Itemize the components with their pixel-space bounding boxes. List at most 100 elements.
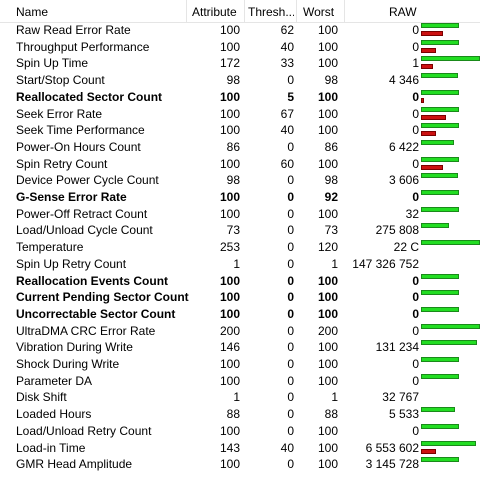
worst-value: 73 (324, 223, 338, 238)
threshold-value: 0 (287, 240, 294, 255)
attribute-name: Shock During Write (16, 357, 120, 371)
column-divider[interactable] (244, 0, 245, 22)
column-header-threshold[interactable]: Thresh... (248, 5, 294, 19)
attribute-name: Start/Stop Count (16, 73, 105, 88)
worst-value: 98 (324, 73, 338, 88)
raw-value: 0 (412, 123, 419, 138)
threshold-value: 0 (287, 273, 294, 288)
attribute-name: Reallocation Events Count (16, 273, 169, 288)
attribute-value: 100 (219, 123, 240, 138)
attribute-value: 100 (219, 206, 240, 221)
attribute-name: Power-Off Retract Count (16, 206, 148, 221)
attribute-name: Spin Retry Count (16, 156, 108, 171)
table-header: Name Attribute Thresh... Worst RAW (0, 0, 480, 23)
table-row[interactable]: Spin Up Retry Count 1 0 1 147 326 752 (0, 256, 480, 273)
threshold-value: 5 (287, 89, 294, 104)
table-row[interactable]: Load/Unload Cycle Count 73 0 73 275 808 (0, 222, 480, 239)
health-bar (421, 56, 480, 62)
table-row[interactable]: Raw Read Error Rate 100 62 100 0 (0, 22, 480, 39)
table-row[interactable]: Disk Shift 1 0 1 32 767 (0, 389, 480, 406)
table-row[interactable]: Load/Unload Retry Count 100 0 100 0 (0, 423, 480, 440)
raw-value: 0 (412, 373, 419, 388)
worst-value: 100 (317, 23, 338, 37)
attribute-value: 100 (219, 290, 240, 305)
column-divider[interactable] (186, 0, 187, 22)
table-row[interactable]: Power-Off Retract Count 100 0 100 32 (0, 206, 480, 223)
raw-value: 1 (412, 56, 419, 71)
attribute-value: 73 (226, 223, 240, 238)
health-bar (421, 223, 449, 229)
attribute-value: 88 (226, 407, 240, 422)
table-row[interactable]: Vibration During Write 146 0 100 131 234 (0, 339, 480, 356)
column-header-name[interactable]: Name (16, 5, 49, 19)
table-row[interactable]: Temperature 253 0 120 22 C (0, 239, 480, 256)
raw-value: 4 346 (388, 73, 419, 88)
attribute-value: 1 (233, 256, 240, 271)
table-row[interactable]: Shock During Write 100 0 100 0 (0, 356, 480, 373)
health-bar (421, 106, 459, 112)
health-bar (421, 139, 454, 145)
attribute-name: Uncorrectable Sector Count (16, 306, 176, 321)
worst-value: 88 (324, 407, 338, 422)
table-row[interactable]: Seek Time Performance 100 40 100 0 (0, 122, 480, 139)
attribute-value: 100 (219, 106, 240, 121)
table-row[interactable]: Reallocation Events Count 100 0 100 0 (0, 273, 480, 290)
attribute-name: G-Sense Error Rate (16, 190, 127, 204)
table-row[interactable]: Start/Stop Count 98 0 98 4 346 (0, 72, 480, 89)
column-divider[interactable] (344, 0, 345, 22)
threshold-bar (421, 47, 436, 53)
table-row[interactable]: Current Pending Sector Count 100 0 100 0 (0, 289, 480, 306)
attribute-value: 100 (219, 156, 240, 171)
table-row[interactable]: Load-in Time 143 40 100 6 553 602 (0, 440, 480, 457)
worst-value: 100 (317, 106, 338, 121)
worst-value: 200 (317, 323, 338, 338)
table-row[interactable]: UltraDMA CRC Error Rate 200 0 200 0 (0, 323, 480, 340)
attribute-value: 100 (219, 39, 240, 54)
threshold-value: 40 (280, 123, 294, 138)
table-row[interactable]: G-Sense Error Rate 100 0 92 0 (0, 189, 480, 206)
threshold-bar (421, 31, 443, 36)
table-row[interactable]: Uncorrectable Sector Count 100 0 100 0 (0, 306, 480, 323)
health-bar (421, 73, 458, 79)
table-row[interactable]: GMR Head Amplitude 100 0 100 3 145 728 (0, 456, 480, 473)
threshold-value: 40 (280, 39, 294, 54)
worst-value: 86 (324, 139, 338, 154)
table-row[interactable]: Spin Retry Count 100 60 100 0 (0, 156, 480, 173)
raw-value: 275 808 (375, 223, 419, 238)
threshold-value: 0 (287, 390, 294, 405)
threshold-value: 0 (287, 423, 294, 438)
column-header-raw[interactable]: RAW (389, 5, 417, 19)
attribute-value: 100 (219, 423, 240, 438)
column-header-attribute[interactable]: Attribute (192, 5, 237, 19)
raw-value: 32 767 (382, 390, 419, 405)
table-row[interactable]: Reallocated Sector Count 100 5 100 0 (0, 89, 480, 106)
threshold-bar (421, 131, 436, 137)
column-header-worst[interactable]: Worst (303, 5, 335, 19)
attribute-name: Spin Up Time (16, 56, 89, 71)
threshold-bar (421, 64, 433, 70)
health-bar (421, 173, 458, 179)
worst-value: 100 (317, 206, 338, 221)
table-row[interactable]: Throughput Performance 100 40 100 0 (0, 39, 480, 56)
worst-value: 100 (317, 39, 338, 54)
table-row[interactable]: Loaded Hours 88 0 88 5 533 (0, 406, 480, 423)
table-row[interactable]: Parameter DA 100 0 100 0 (0, 373, 480, 390)
attribute-name: Device Power Cycle Count (16, 173, 159, 188)
raw-value: 0 (412, 39, 419, 54)
worst-value: 100 (317, 457, 338, 472)
worst-value: 98 (324, 173, 338, 188)
table-row[interactable]: Seek Error Rate 100 67 100 0 (0, 106, 480, 123)
worst-value: 100 (317, 123, 338, 138)
raw-value: 0 (412, 106, 419, 121)
table-row[interactable]: Spin Up Time 172 33 100 1 (0, 55, 480, 72)
column-divider[interactable] (296, 0, 297, 22)
attribute-name: GMR Head Amplitude (16, 457, 133, 472)
threshold-value: 0 (287, 340, 294, 355)
attribute-value: 86 (226, 139, 240, 154)
table-row[interactable]: Device Power Cycle Count 98 0 98 3 606 (0, 172, 480, 189)
attribute-value: 100 (219, 190, 240, 204)
table-row[interactable]: Power-On Hours Count 86 0 86 6 422 (0, 139, 480, 156)
raw-value: 3 145 728 (365, 457, 419, 472)
threshold-value: 0 (287, 373, 294, 388)
